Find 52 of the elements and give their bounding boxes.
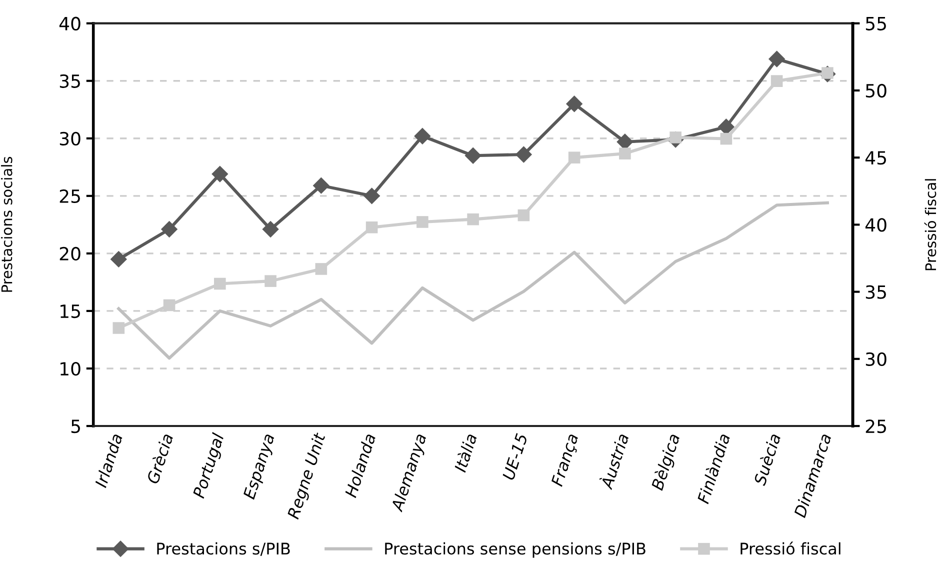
point (112, 322, 125, 334)
point (110, 250, 128, 268)
point (770, 75, 783, 87)
point (518, 209, 530, 222)
x-tick-label: Grècia (146, 432, 174, 484)
y2-tick-label: 40 (865, 218, 886, 232)
x-tick-label: Itàlia (453, 432, 478, 473)
y2-axis-title: Pressió fiscal (924, 179, 936, 270)
point (568, 152, 580, 164)
y2-tick-label: 50 (866, 84, 886, 98)
y2-tick-label: 55 (866, 17, 886, 30)
y2-tick-label: 30 (866, 352, 886, 366)
point (262, 220, 279, 238)
x-tick-label: Suècia (752, 432, 781, 486)
x-tick-label: França (550, 433, 582, 488)
y2-tick-label: 25 (866, 419, 886, 434)
point (312, 177, 330, 194)
y-tick-label: 25 (60, 189, 80, 204)
point (264, 275, 276, 287)
point (566, 96, 583, 112)
point (214, 278, 226, 290)
y-tick-label: 40 (59, 16, 80, 30)
y-axis-title: Prestacions socials (1, 156, 12, 292)
y-tick-label: 5 (71, 420, 80, 434)
y-tick-label: 20 (60, 246, 80, 261)
x-tick-label: Irlanda (94, 432, 123, 488)
y2-tick-label: 45 (865, 151, 886, 165)
y2-tick-label: 35 (866, 285, 886, 299)
point (315, 263, 328, 275)
point (363, 188, 380, 204)
line-series (117, 201, 829, 360)
point (416, 216, 428, 228)
point (366, 221, 378, 234)
point (414, 128, 431, 144)
legend-label: Pressió fiscal (740, 542, 840, 555)
y-tick-label: 35 (60, 74, 80, 88)
y-tick-label: 10 (60, 362, 80, 376)
point (212, 166, 228, 182)
point (515, 146, 532, 163)
y-tick-label: 30 (60, 132, 80, 146)
point (720, 132, 732, 145)
x-tick-label: UE-15 (502, 432, 528, 480)
legend-label: Prestacions sense pensions s/PIB (385, 542, 646, 558)
point (464, 147, 482, 164)
point (619, 148, 631, 160)
legend-label: Prestacions s/PIB (157, 542, 290, 556)
point (768, 50, 786, 68)
point (163, 299, 176, 312)
point (467, 213, 479, 226)
x-tick-label: Regne Unit (286, 431, 329, 521)
point (160, 220, 178, 238)
y-tick-label: 15 (60, 304, 80, 318)
